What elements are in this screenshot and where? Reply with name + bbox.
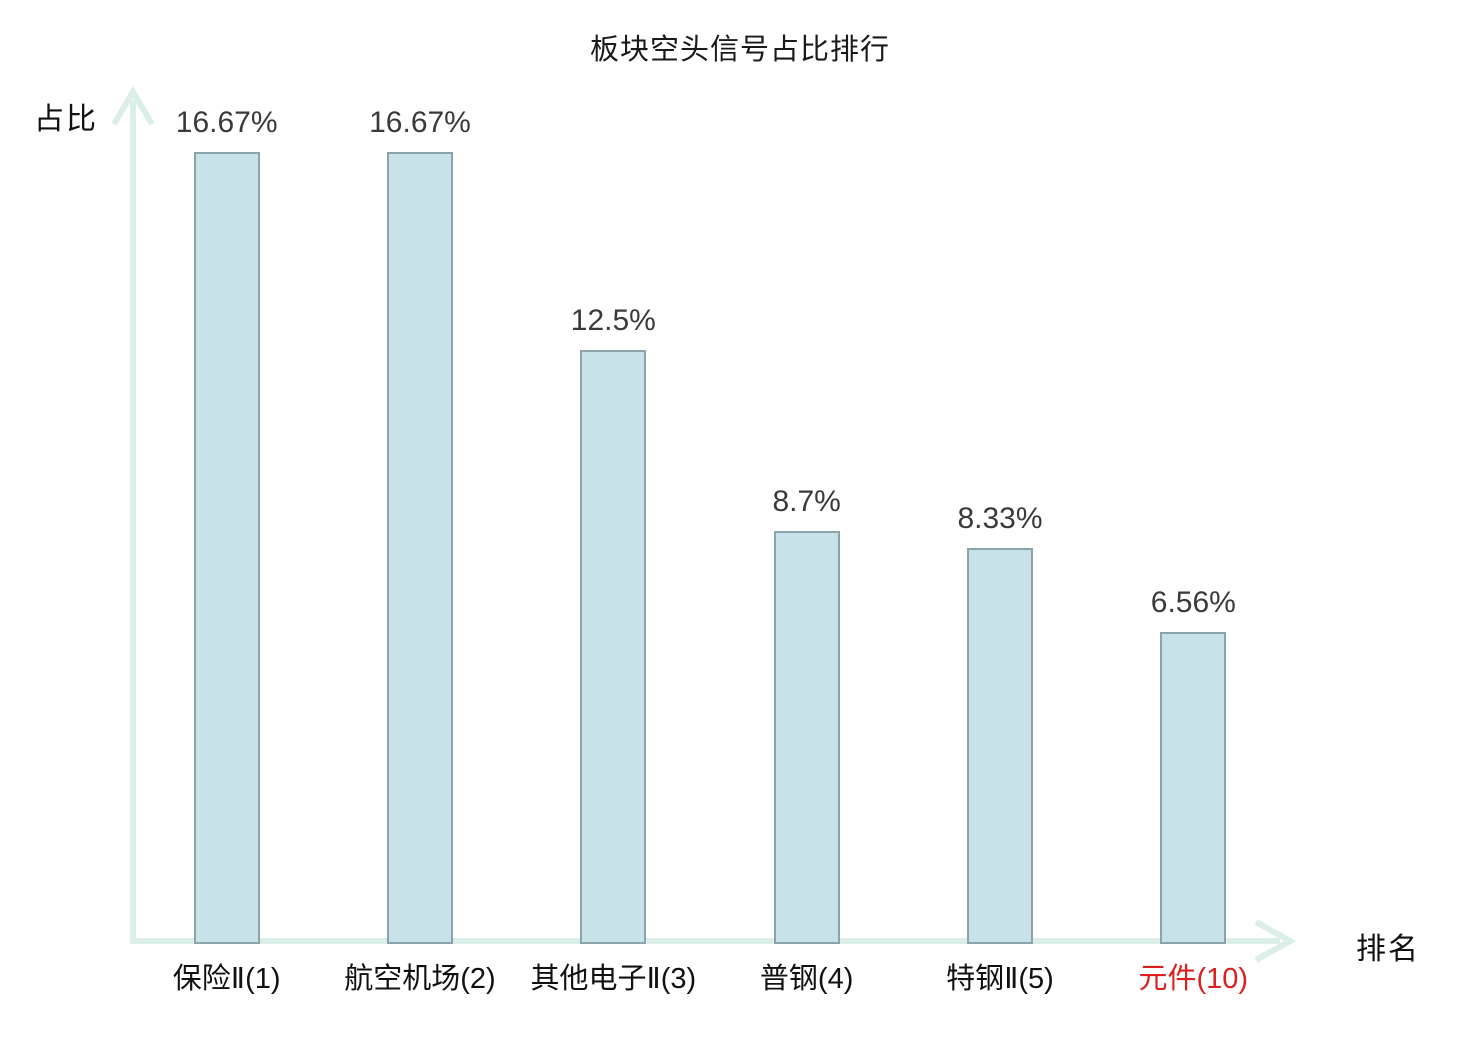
category-label: 特钢Ⅱ(5): [903, 960, 1096, 998]
bar-column: 8.33%: [903, 502, 1096, 944]
x-axis-label: 排名: [1356, 933, 1420, 966]
category-label-text: 保险Ⅱ(1): [172, 963, 281, 995]
bar-column: 8.7%: [710, 485, 903, 944]
bar-column: 16.67%: [130, 106, 323, 944]
bar-column: 6.56%: [1097, 586, 1290, 944]
category-label-highlighted: 元件(10): [1097, 960, 1290, 998]
category-labels-row: 保险Ⅱ(1) 航空机场(2) 其他电子Ⅱ(3) 普钢(4) 特钢Ⅱ(5) 元件(10): [130, 960, 1290, 998]
category-label: 普钢(4): [710, 960, 903, 998]
chart-title: 板块空头信号占比排行: [589, 34, 890, 66]
bar-value-label: 8.7%: [772, 485, 841, 518]
bar-value-label: 6.56%: [1150, 586, 1236, 619]
category-label: 航空机场(2): [323, 960, 516, 998]
bar: [966, 548, 1033, 944]
bar: [1160, 632, 1227, 944]
bar: [580, 350, 647, 944]
category-label-text: 其他电子Ⅱ(3): [530, 963, 697, 995]
category-label-text: 特钢Ⅱ(5): [946, 963, 1054, 995]
bar-value-label: 12.5%: [570, 304, 656, 337]
bar-value-label: 16.67%: [369, 106, 471, 139]
plot-area: 16.67% 16.67% 12.5% 8.7% 8.33% 6.56%: [130, 106, 1290, 944]
bar-column: 12.5%: [517, 304, 710, 944]
bar-value-label: 8.33%: [957, 502, 1043, 535]
bar-value-label: 16.67%: [175, 106, 278, 139]
y-axis-label: 占比: [34, 103, 98, 136]
bar: [386, 152, 453, 944]
bar: [193, 152, 260, 944]
bar: [773, 531, 840, 944]
category-label-text: 元件(10): [1138, 963, 1249, 995]
category-label: 保险Ⅱ(1): [130, 960, 323, 998]
category-label-text: 航空机场(2): [344, 963, 496, 995]
category-label-text: 普钢(4): [759, 963, 854, 995]
category-label: 其他电子Ⅱ(3): [517, 960, 710, 998]
bar-column: 16.67%: [323, 106, 516, 944]
